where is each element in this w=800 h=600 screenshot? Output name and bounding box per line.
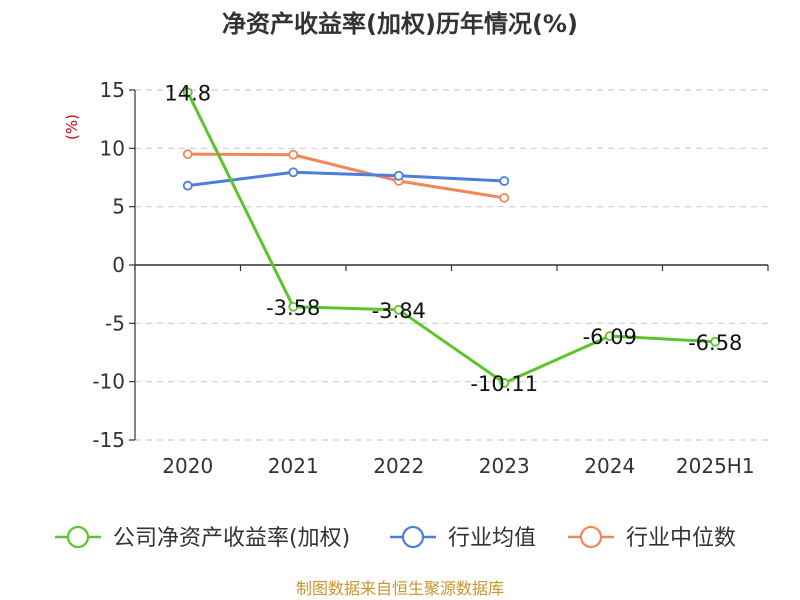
- y-tick-label: -15: [92, 428, 125, 452]
- y-tick-label: -5: [105, 311, 125, 335]
- x-tick-label: 2020: [162, 454, 213, 478]
- y-axis-unit-label: (%): [63, 114, 81, 140]
- y-tick-label: 5: [112, 195, 125, 219]
- data-point: [710, 336, 721, 347]
- data-label: -3.58: [266, 296, 320, 320]
- data-point: [288, 301, 299, 312]
- data-point: [182, 180, 193, 191]
- series-line: [187, 152, 505, 200]
- data-point: [288, 167, 299, 178]
- data-label: 14.8: [164, 81, 211, 105]
- y-tick-label: 10: [100, 136, 125, 160]
- x-tick-label: 2025H1: [676, 454, 755, 478]
- x-tick-label: 2022: [373, 454, 424, 478]
- legend-circle-icon: [66, 525, 90, 549]
- data-point: [182, 87, 193, 98]
- legend-label: 公司净资产收益率(加权): [113, 526, 350, 551]
- legend-circle-icon: [401, 525, 425, 549]
- data-point: [499, 378, 510, 388]
- data-label: -6.58: [688, 331, 742, 355]
- y-tick-label: -10: [92, 370, 125, 394]
- x-tick-label: 2023: [479, 454, 530, 478]
- legend-item[interactable]: 公司净资产收益率(加权): [55, 525, 350, 551]
- series-line: [187, 170, 505, 188]
- axes: 15 10 5 0 -5 -10 -15 2020 2021 2022 2023 2024 2025H1: [92, 78, 769, 478]
- source-note: 制图数据来自恒生聚源数据库: [296, 579, 504, 598]
- y-tick-label: 0: [112, 253, 125, 277]
- data-point: [393, 170, 404, 181]
- data-point: [393, 304, 404, 315]
- legend-item[interactable]: 行业均值: [390, 525, 536, 551]
- data-label: -3.84: [372, 299, 426, 323]
- legend-item[interactable]: 行业中位数: [568, 525, 736, 551]
- chart-title: 净资产收益率(加权)历年情况(%): [222, 10, 578, 38]
- legend-label: 行业均值: [448, 526, 536, 551]
- data-labels: 14.8 -3.58 -3.84 -10.11 -6.09 -6.58: [164, 81, 742, 396]
- x-tick-label: 2021: [268, 454, 319, 478]
- data-point: [499, 193, 510, 203]
- y-tick-label: 15: [100, 78, 125, 102]
- data-label: -6.09: [583, 325, 637, 349]
- data-point: [499, 176, 510, 186]
- legend[interactable]: 公司净资产收益率(加权) 行业均值 行业中位数: [55, 525, 736, 551]
- legend-circle-icon: [579, 525, 603, 549]
- x-tick-label: 2024: [584, 454, 635, 478]
- legend-label: 行业中位数: [626, 526, 736, 551]
- data-point: [288, 149, 299, 160]
- series-line: [186, 91, 716, 385]
- data-label: -10.11: [470, 372, 538, 396]
- data-point: [182, 149, 193, 160]
- data-point: [604, 331, 615, 341]
- series: [182, 87, 721, 388]
